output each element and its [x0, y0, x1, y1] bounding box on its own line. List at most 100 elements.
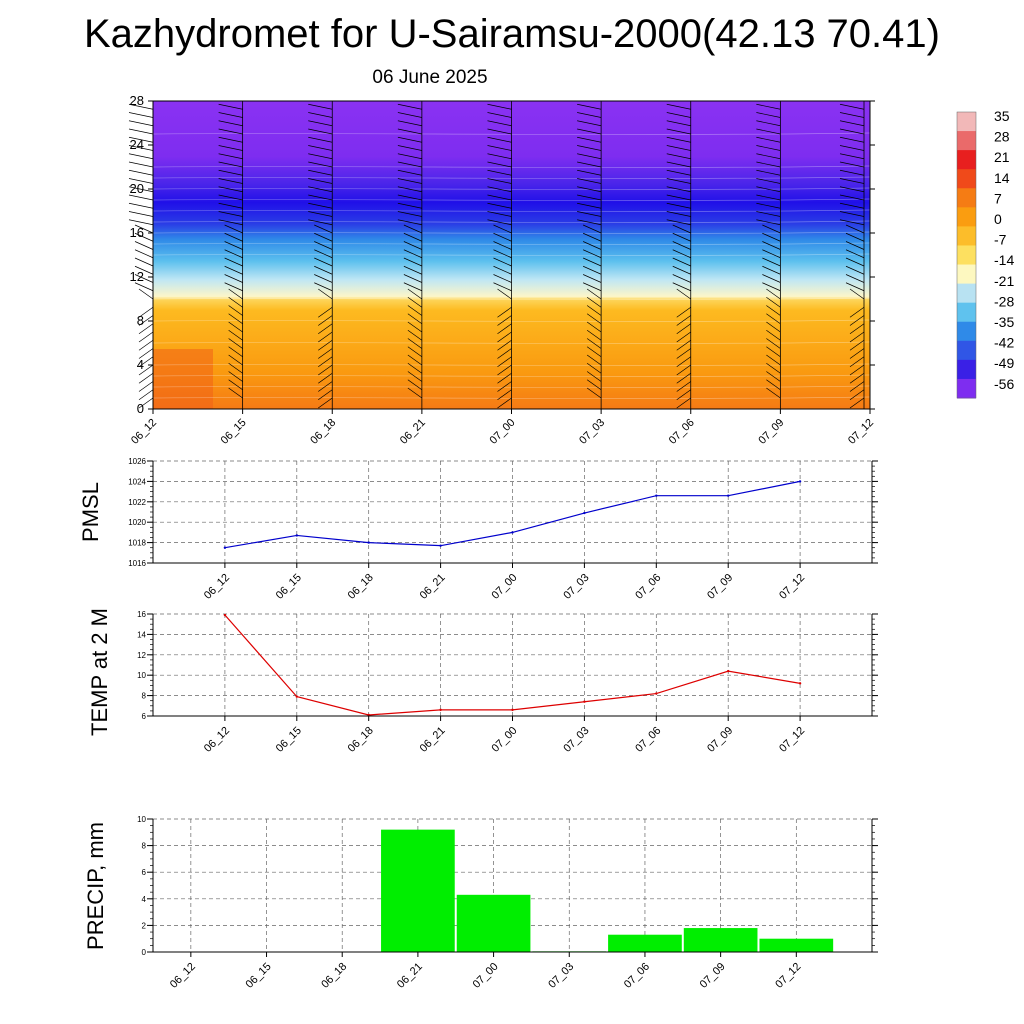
- colorbar-label: -56: [994, 376, 1014, 392]
- colorbar: 35 28 21 14 7 0 -7 -14 -21 -28 -35 -42 -49 -56: [956, 108, 1014, 399]
- barb-flag: [839, 169, 865, 176]
- barb-flag: [397, 169, 422, 176]
- x-tick-label: 06_15: [274, 572, 304, 602]
- x-tick-label: 07_09: [705, 725, 735, 755]
- precip-panel: 0 2 4 6 8 10 06_12 06_15 06_18 06_21 07_00 07_03 07_…: [83, 815, 878, 991]
- x-tick-label: 06_21: [418, 572, 448, 602]
- barb-flag: [487, 178, 512, 184]
- barb-flag: [407, 362, 423, 374]
- pmsl-point: [655, 494, 658, 497]
- barb-flag: [676, 364, 691, 376]
- barb-flag: [577, 136, 602, 143]
- temp2m-point: [655, 692, 658, 695]
- barb-flag: [845, 282, 865, 292]
- barb-flag: [218, 153, 243, 160]
- barb-flag: [134, 265, 154, 275]
- barb-flag: [224, 232, 243, 242]
- barb-flag: [666, 136, 691, 143]
- x-tick-label: 07_06: [622, 961, 652, 991]
- barb-flag: [407, 321, 423, 333]
- precip-bar: [683, 928, 758, 952]
- barb-flag: [577, 112, 602, 118]
- barb-flag: [756, 211, 781, 217]
- barb-flag: [577, 103, 602, 110]
- barb-flag: [407, 296, 423, 308]
- contour-line: [152, 374, 871, 377]
- y-tick-label: 8: [142, 842, 147, 851]
- barb-flag: [407, 387, 423, 399]
- barb-flag: [218, 194, 243, 201]
- y-tick-label: 16: [130, 225, 144, 240]
- barb-flag: [407, 346, 423, 358]
- barb-flag: [766, 346, 781, 358]
- barb-flag: [308, 103, 333, 110]
- barb-flag: [228, 321, 243, 333]
- x-tick-label: 07_06: [633, 725, 663, 755]
- barb-flag: [128, 186, 154, 193]
- barb-flag: [493, 257, 512, 267]
- colorbar-swatch: [957, 302, 976, 323]
- y-tick-label: 20: [130, 181, 144, 196]
- barb-flag: [849, 348, 865, 359]
- barb-flag: [577, 211, 602, 217]
- barb-flag: [308, 112, 333, 118]
- barb-flag: [308, 136, 333, 143]
- x-tick-label: 07_09: [705, 572, 735, 602]
- barb-flag: [849, 339, 865, 351]
- barb-flag: [128, 194, 154, 201]
- colorbar-swatch: [957, 283, 976, 304]
- barb-flag: [407, 371, 423, 382]
- precip-bar: [759, 938, 834, 952]
- y-tick-label: 1016: [128, 559, 146, 568]
- barb-flag: [218, 169, 243, 176]
- barb-flag: [134, 282, 154, 292]
- barb-flag: [397, 178, 422, 184]
- colorbar-label: -28: [994, 293, 1014, 309]
- barb-flag: [308, 202, 333, 209]
- barb-flag: [407, 354, 423, 366]
- x-tick-label: 07_06: [633, 572, 663, 602]
- barb-flag: [577, 169, 602, 176]
- barb-flag: [839, 128, 865, 135]
- colorbar-swatch: [957, 359, 976, 380]
- barb-flag: [403, 241, 423, 250]
- barb-flag: [318, 348, 333, 359]
- barb-flag: [224, 274, 243, 283]
- colorbar-label: 7: [994, 190, 1002, 206]
- barb-flag: [397, 145, 422, 151]
- barb-flag: [228, 379, 243, 391]
- barb-flag: [497, 397, 512, 409]
- barb-flag: [666, 112, 691, 118]
- barb-flag: [493, 265, 512, 275]
- barb-flag: [403, 282, 423, 292]
- x-tick-label: 07_00: [488, 417, 518, 447]
- contour-line: [152, 176, 871, 179]
- temp2m-point: [727, 669, 730, 673]
- barb-flag: [228, 329, 243, 341]
- barb-flag: [849, 315, 865, 326]
- barb-flag: [676, 381, 691, 392]
- barb-flag: [308, 186, 333, 193]
- barb-flag: [407, 313, 423, 325]
- y-tick-label: 1022: [128, 498, 146, 507]
- colorbar-label: 0: [994, 211, 1002, 227]
- barb-flag: [314, 265, 333, 275]
- barb-flag: [849, 331, 865, 343]
- barb-flag: [407, 338, 423, 349]
- y-tick-label: 14: [137, 630, 146, 639]
- barb-flag: [845, 241, 865, 250]
- barb-flag: [487, 161, 512, 168]
- barb-flag: [577, 219, 602, 226]
- barb-flag: [672, 224, 691, 234]
- barb-flag: [582, 232, 602, 242]
- pmsl-point: [439, 544, 442, 547]
- barb-flag: [403, 249, 423, 259]
- contour-line: [152, 253, 871, 256]
- colorbar-swatch: [957, 112, 976, 132]
- contour-line: [152, 187, 871, 190]
- barb-flag: [586, 362, 602, 374]
- barb-flag: [586, 288, 602, 300]
- barb-flag: [766, 305, 781, 316]
- temp2m-panel: 6 8 10 12 14 16 06_12 06_15 06_18 06_21 07_00 07_03…: [87, 608, 878, 755]
- barb-flag: [128, 161, 154, 168]
